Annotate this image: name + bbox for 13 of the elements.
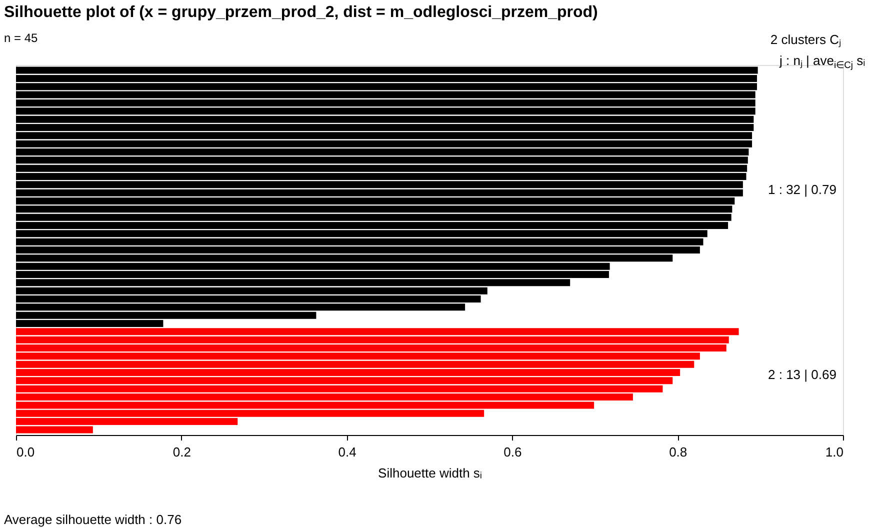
x-tick-label: 0.0	[16, 444, 35, 460]
x-tick-label: 0.6	[504, 444, 522, 460]
x-tick-label: 0.2	[172, 444, 191, 460]
annotation: 1 : 32 | 0.79	[768, 182, 836, 197]
text: Average silhouette width : 0.76	[4, 512, 182, 527]
x-tick-label: 0.4	[338, 444, 356, 460]
x-tick-label: 1.0	[825, 444, 844, 460]
text: 2 clusters Cⱼ	[770, 32, 841, 48]
chart-title: Silhouette plot of (x = grupy_przem_prod_2, dist = m_odleglosci_przem_prod)	[4, 4, 598, 21]
x-tick-label: 0.8	[669, 444, 688, 460]
x-axis-title: Silhouette width sᵢ	[378, 466, 482, 480]
chart-subtitle: n = 45	[4, 31, 38, 45]
annotation: 2 : 13 | 0.69	[768, 367, 836, 382]
